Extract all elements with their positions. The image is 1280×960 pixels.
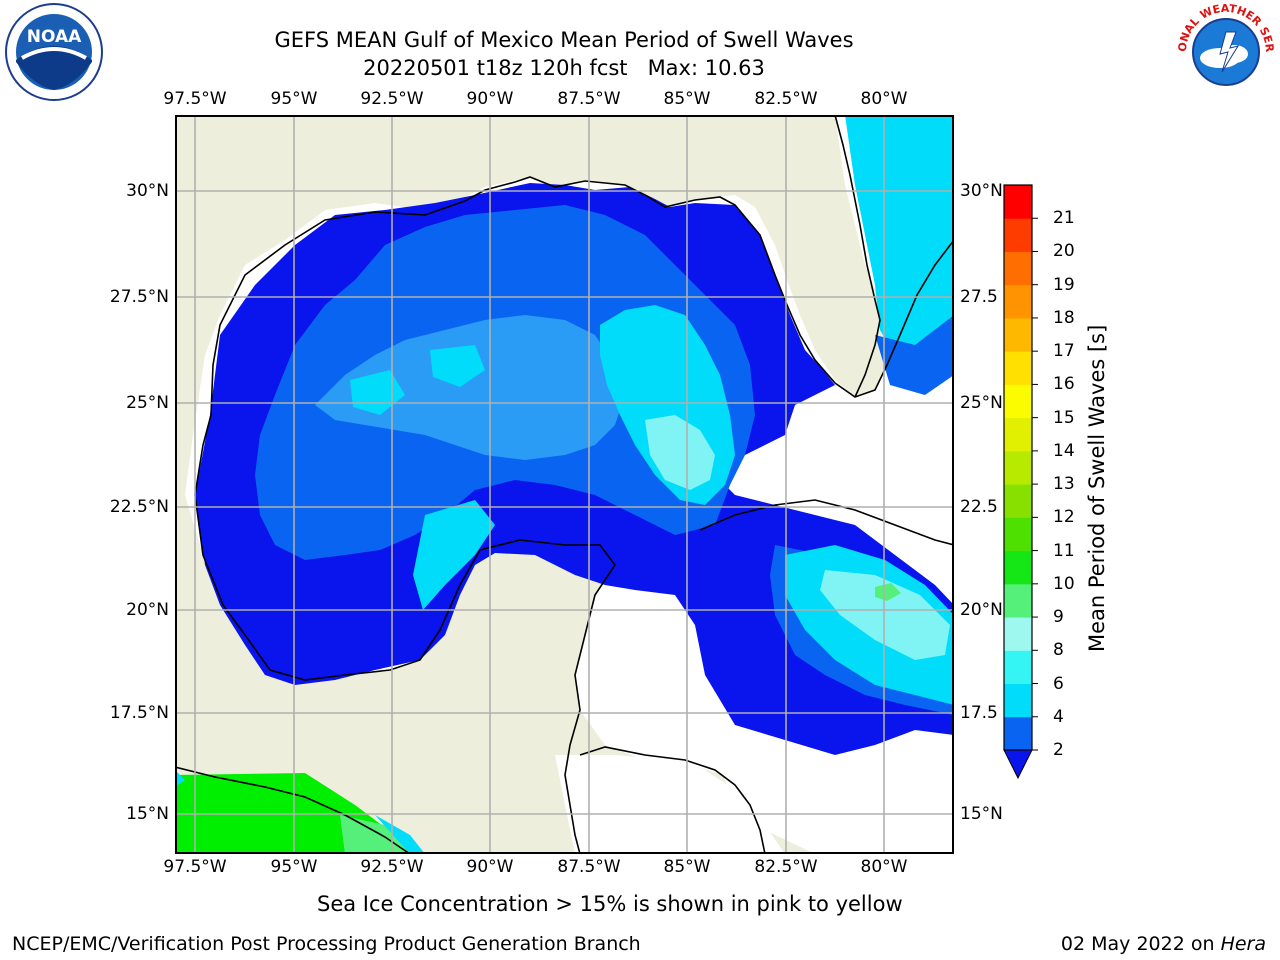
lat-label-left: 20°N	[126, 600, 169, 620]
swell-pale-cyan-east-gulf	[645, 415, 715, 490]
noaa-logo: NOAA	[4, 2, 104, 102]
colorbar-tick-label: 15	[1053, 407, 1075, 428]
coastline	[194, 176, 954, 496]
colorbar-segment	[1004, 417, 1032, 452]
lat-label-right: 25°N	[960, 393, 1003, 413]
lat-label-right: 30°N	[960, 181, 1003, 201]
coastline-cuba	[699, 499, 954, 546]
swell-mid-blue-atlantic	[875, 315, 954, 395]
colorbar-segment	[1004, 550, 1032, 585]
colorbar-tick-label: 11	[1053, 540, 1075, 561]
footer-machine: Hera	[1220, 933, 1266, 955]
coastline-florida-east	[834, 115, 881, 398]
colorbar-segment	[1004, 185, 1032, 219]
swell-cyan-atlantic	[845, 115, 954, 355]
lon-label-bottom: 95°W	[270, 857, 318, 877]
lat-label-left: 17.5°N	[109, 703, 169, 723]
caribbean-ocean	[555, 755, 785, 854]
lat-label-right: 20°N	[960, 600, 1003, 620]
swell-green-caribbean	[875, 583, 901, 601]
gridlines	[175, 115, 954, 854]
sea-ice-caption: Sea Ice Concentration > 15% is shown in …	[317, 892, 903, 916]
colorbar-tick-label: 20	[1053, 241, 1075, 262]
colorbar-segment	[1004, 218, 1032, 252]
colorbar	[1000, 184, 1040, 785]
colorbar-tick-label: 2	[1053, 740, 1064, 760]
lat-label-right: 22.5	[960, 497, 998, 517]
colorbar-segment	[1004, 650, 1032, 685]
lat-label-left: 15°N	[126, 804, 169, 824]
lon-label-bottom: 80°W	[860, 857, 908, 877]
chart-subtitle: 20220501 t18z 120h fcst Max: 10.63	[363, 56, 765, 80]
colorbar-tick-label: 8	[1053, 640, 1064, 661]
lat-label-right: 15°N	[960, 804, 1003, 824]
colorbar-label: Mean Period of Swell Waves [s]	[1085, 324, 1109, 652]
colorbar-tick-label: 4	[1053, 706, 1064, 727]
chart-title: GEFS MEAN Gulf of Mexico Mean Period of …	[274, 28, 854, 52]
colorbar-frame	[1003, 184, 1033, 751]
svg-text:NOAA: NOAA	[27, 27, 82, 47]
lon-label-top: 80°W	[860, 89, 908, 109]
colorbar-tick-label: 18	[1053, 307, 1075, 328]
colorbar-segment	[1004, 251, 1032, 286]
colorbar-segment	[1004, 484, 1032, 518]
swell-cyan-central	[430, 345, 485, 387]
lat-label-left: 22.5°N	[109, 497, 169, 517]
lon-label-bottom: 92.5°W	[360, 857, 424, 877]
swell-pale-cyan-caribbean	[820, 570, 950, 660]
lon-label-bottom: 87.5°W	[557, 857, 621, 877]
footer-date-text: 02 May 2022 on	[1060, 933, 1215, 955]
lon-label-bottom: 97.5°W	[163, 857, 227, 877]
lon-label-top: 87.5°W	[557, 89, 621, 109]
coastline-honduras	[579, 746, 766, 854]
colorbar-segment	[1004, 317, 1032, 352]
colorbar-tick-label: 21	[1053, 208, 1075, 229]
lon-label-bottom: 90°W	[466, 857, 514, 877]
colorbar-tick-label: 16	[1053, 374, 1075, 395]
colorbar-segment	[1004, 284, 1032, 319]
colorbar-segment	[1004, 716, 1032, 751]
map-frame	[175, 115, 954, 854]
colorbar-tick-label: 19	[1053, 274, 1075, 295]
colorbar-extend-triangle	[1003, 749, 1033, 780]
lon-label-top: 97.5°W	[163, 89, 227, 109]
colorbar-tick-label: 14	[1053, 440, 1075, 461]
lat-label-left: 25°N	[126, 393, 169, 413]
lat-label-right: 27.5	[960, 287, 998, 307]
lat-label-left: 30°N	[126, 181, 169, 201]
swell-cyan-yucatan-north	[413, 500, 495, 610]
colorbar-segment	[1004, 517, 1032, 552]
coastline-pacific	[175, 766, 411, 854]
footer-date: 02 May 2022 on Hera	[1061, 933, 1266, 955]
lon-label-top: 90°W	[466, 89, 514, 109]
colorbar-segment	[1004, 384, 1032, 419]
colorbar-tick-label: 12	[1053, 507, 1075, 528]
lon-label-top: 92.5°W	[360, 89, 424, 109]
colorbar-segment	[1004, 583, 1032, 618]
colorbar-tick-label: 9	[1053, 607, 1064, 628]
colorbar-tick-label: 10	[1053, 573, 1075, 594]
lon-label-bottom: 85°W	[663, 857, 711, 877]
colorbar-segment	[1004, 450, 1032, 485]
map-panel	[175, 115, 954, 854]
lon-label-top: 85°W	[663, 89, 711, 109]
colorbar-tick-label: 17	[1053, 341, 1075, 362]
lon-label-bottom: 82.5°W	[754, 857, 818, 877]
colorbar-tick-label: 6	[1053, 673, 1064, 694]
colorbar-tick-label: 13	[1053, 474, 1075, 495]
nws-logo: NATIONAL WEATHER SERVICE	[1171, 0, 1276, 102]
lat-label-right: 17.5	[960, 703, 998, 723]
coastline-mexico	[194, 494, 616, 854]
colorbar-segment	[1004, 617, 1032, 651]
lon-label-top: 82.5°W	[754, 89, 818, 109]
lat-label-left: 27.5°N	[109, 287, 169, 307]
colorbar-segment	[1004, 683, 1032, 718]
colorbar-segment	[1004, 351, 1032, 385]
lon-label-top: 95°W	[270, 89, 318, 109]
footer-branch: NCEP/EMC/Verification Post Processing Pr…	[12, 933, 641, 955]
